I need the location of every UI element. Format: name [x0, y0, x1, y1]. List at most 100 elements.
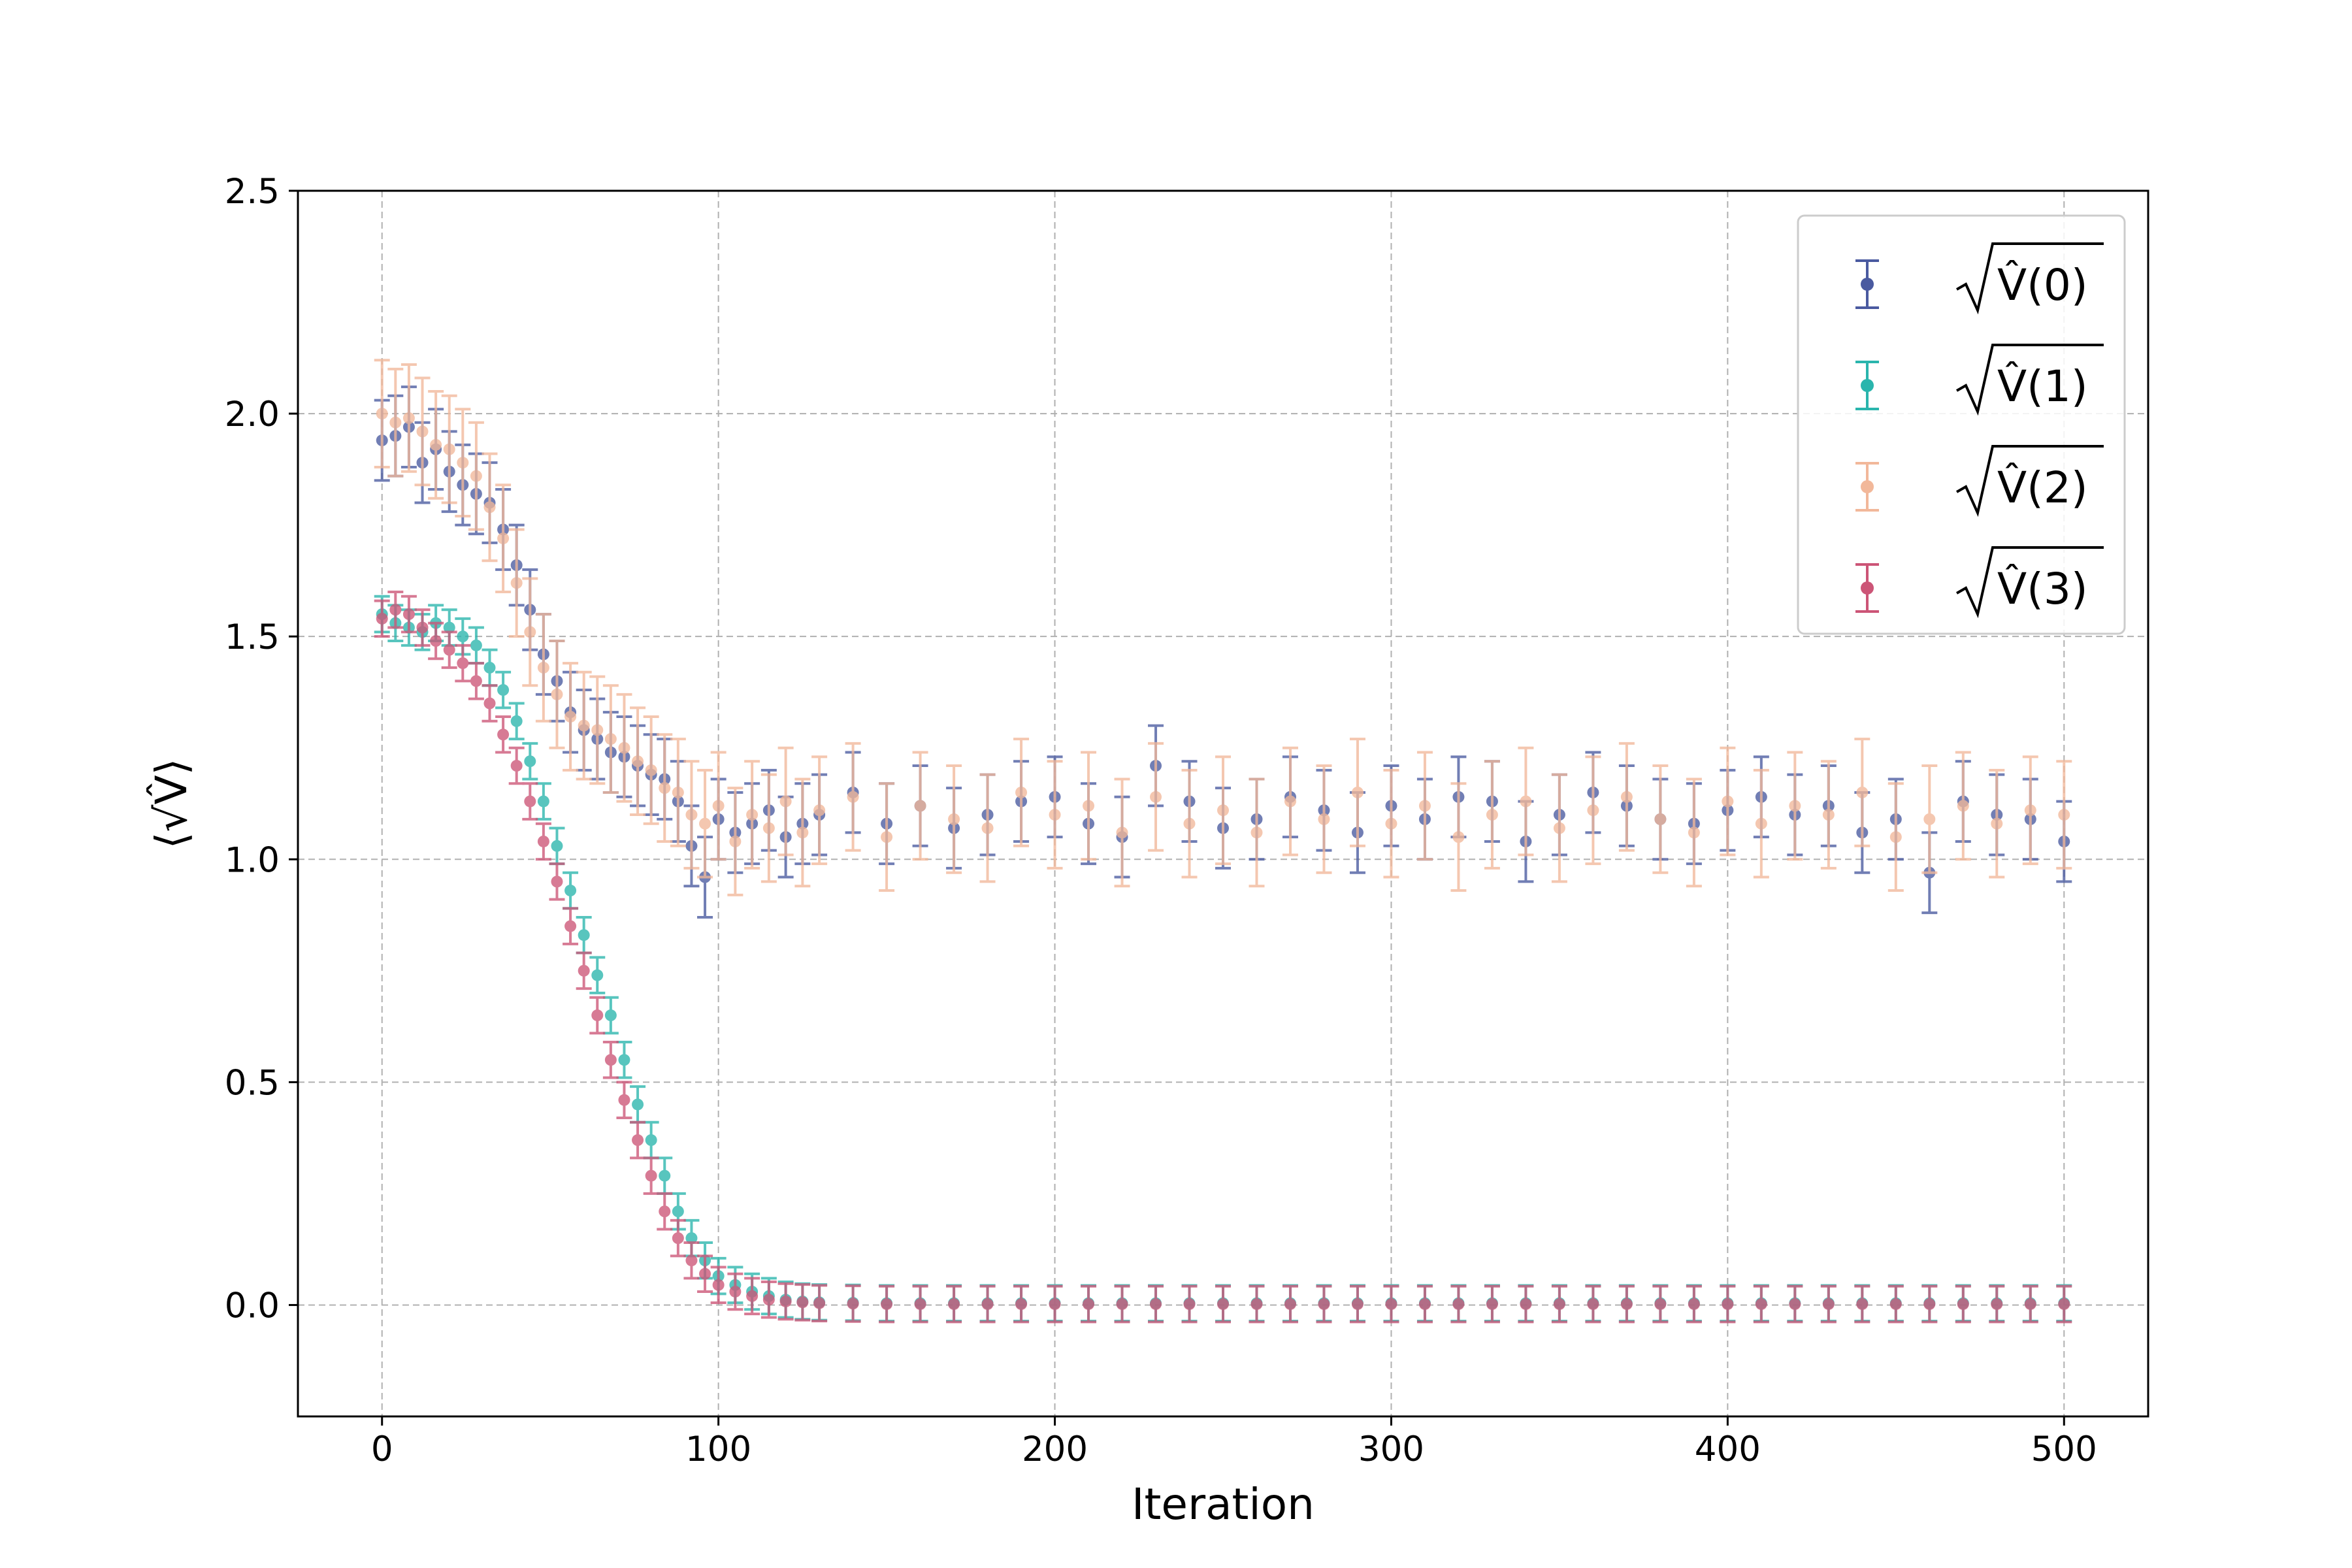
series-2-point	[1654, 813, 1667, 825]
tick-layer: 0 100 200 300 400 500 0.0 0.5 1.0 1.5 2.0 2.5	[225, 172, 2097, 1469]
series-3-point	[796, 1296, 809, 1309]
series-2-point	[604, 733, 617, 745]
series-3-point	[510, 760, 523, 772]
x-tick-label: 500	[2031, 1429, 2097, 1469]
legend-0-sqrt-sign	[1956, 242, 2104, 315]
series-2-point	[1284, 795, 1296, 808]
series-3-point	[847, 1298, 859, 1310]
series-2-point	[699, 817, 711, 830]
series-1-point	[551, 840, 563, 852]
series-3-point	[1049, 1298, 1061, 1311]
series-2-point	[1318, 813, 1330, 825]
series-1-point	[618, 1054, 630, 1066]
series-2-point	[578, 719, 590, 732]
series-2-point	[847, 791, 859, 803]
series-3-point	[981, 1298, 994, 1311]
series-3-point	[497, 728, 510, 741]
legend-0-marker-dot	[1861, 278, 1874, 291]
series-3-point	[1889, 1298, 1902, 1311]
series-2-point	[729, 835, 742, 847]
series-2-point	[537, 661, 549, 674]
series-3-point	[1620, 1298, 1633, 1311]
series-3-point	[604, 1054, 617, 1066]
series-3-point	[430, 635, 442, 647]
series-2-point	[1991, 817, 2003, 830]
series-3-point	[416, 621, 429, 634]
series-3-point	[402, 608, 415, 621]
y-tick-label: 1.5	[225, 617, 280, 657]
series-3-point	[672, 1232, 684, 1245]
series-2-point	[1620, 791, 1633, 803]
series-1-point	[537, 795, 549, 808]
series-3-point	[948, 1298, 960, 1311]
series-3-point	[712, 1279, 725, 1291]
series-3-point	[389, 604, 402, 616]
series-3-point	[483, 697, 496, 710]
x-tick-label: 100	[685, 1429, 751, 1469]
legend-3-sqrt-sign	[1956, 546, 2104, 619]
series-3-point	[1991, 1298, 2003, 1311]
y-tick-label: 1.0	[225, 840, 280, 880]
y-tick-label: 2.0	[225, 395, 280, 434]
series-2-point	[2024, 804, 2036, 817]
series-2-point	[685, 809, 698, 821]
series-1-point	[578, 929, 590, 941]
legend-1-sqrt-sign	[1956, 344, 2104, 416]
legend-2-marker-dot	[1861, 480, 1874, 493]
series-3-point	[1418, 1298, 1431, 1311]
series-2-point	[1385, 817, 1397, 830]
series-1-point	[510, 715, 523, 727]
series-3-point	[881, 1298, 893, 1311]
series-2-point	[1351, 786, 1364, 798]
series-3-point	[1486, 1298, 1498, 1311]
series-3-point	[1351, 1298, 1364, 1311]
series-3-point	[376, 612, 388, 625]
series-2-point	[1722, 795, 1734, 808]
legend-3-marker-dot	[1861, 581, 1874, 595]
series-3-point	[1452, 1298, 1465, 1311]
series-1-point	[497, 684, 510, 696]
series-2-point	[981, 822, 994, 834]
series-2-point	[389, 416, 402, 429]
x-tick-label: 200	[1022, 1429, 1088, 1469]
series-3-point	[1217, 1298, 1229, 1311]
x-tick-label: 0	[371, 1429, 393, 1469]
series-3-point	[537, 835, 549, 847]
series-layer	[374, 359, 2072, 1324]
series-1-point	[443, 621, 455, 634]
series-2-point	[1015, 786, 1028, 798]
series-2-point	[416, 425, 429, 438]
series-3-point	[470, 675, 482, 687]
series-3-point	[1015, 1298, 1028, 1311]
series-2-point	[881, 831, 893, 843]
series-1-point	[645, 1134, 657, 1147]
series-3-point	[551, 875, 563, 888]
series-1-point	[564, 885, 577, 897]
series-2-point	[510, 577, 523, 589]
series-2-point	[813, 804, 826, 817]
series-1-point	[470, 639, 482, 651]
legend: V̂(0) V̂(1) V̂(2) V̂(3)	[1797, 214, 2126, 635]
series-2-point	[796, 826, 809, 839]
series-3-point	[685, 1254, 698, 1267]
series-2-point	[1822, 809, 1835, 821]
series-2-point	[1587, 804, 1599, 817]
legend-box	[1797, 214, 2126, 635]
series-3-point	[746, 1290, 759, 1302]
series-3-point	[1284, 1298, 1296, 1311]
series-3-point	[578, 964, 590, 977]
series-2-point	[672, 786, 684, 798]
series-2-point	[1957, 800, 1969, 812]
series-2-point	[524, 626, 536, 638]
series-1-point	[591, 969, 604, 981]
legend-2-sqrt-sign	[1956, 445, 2104, 517]
series-3-point	[1654, 1298, 1667, 1311]
series-3-point	[762, 1294, 775, 1306]
series-2-point	[632, 755, 644, 768]
series-2-point	[1789, 800, 1801, 812]
series-3-point	[1150, 1298, 1162, 1311]
series-2-point	[1923, 813, 1936, 825]
series-2-point	[591, 724, 604, 736]
series-2-point	[1755, 817, 1767, 830]
series-3-point	[1553, 1298, 1565, 1311]
